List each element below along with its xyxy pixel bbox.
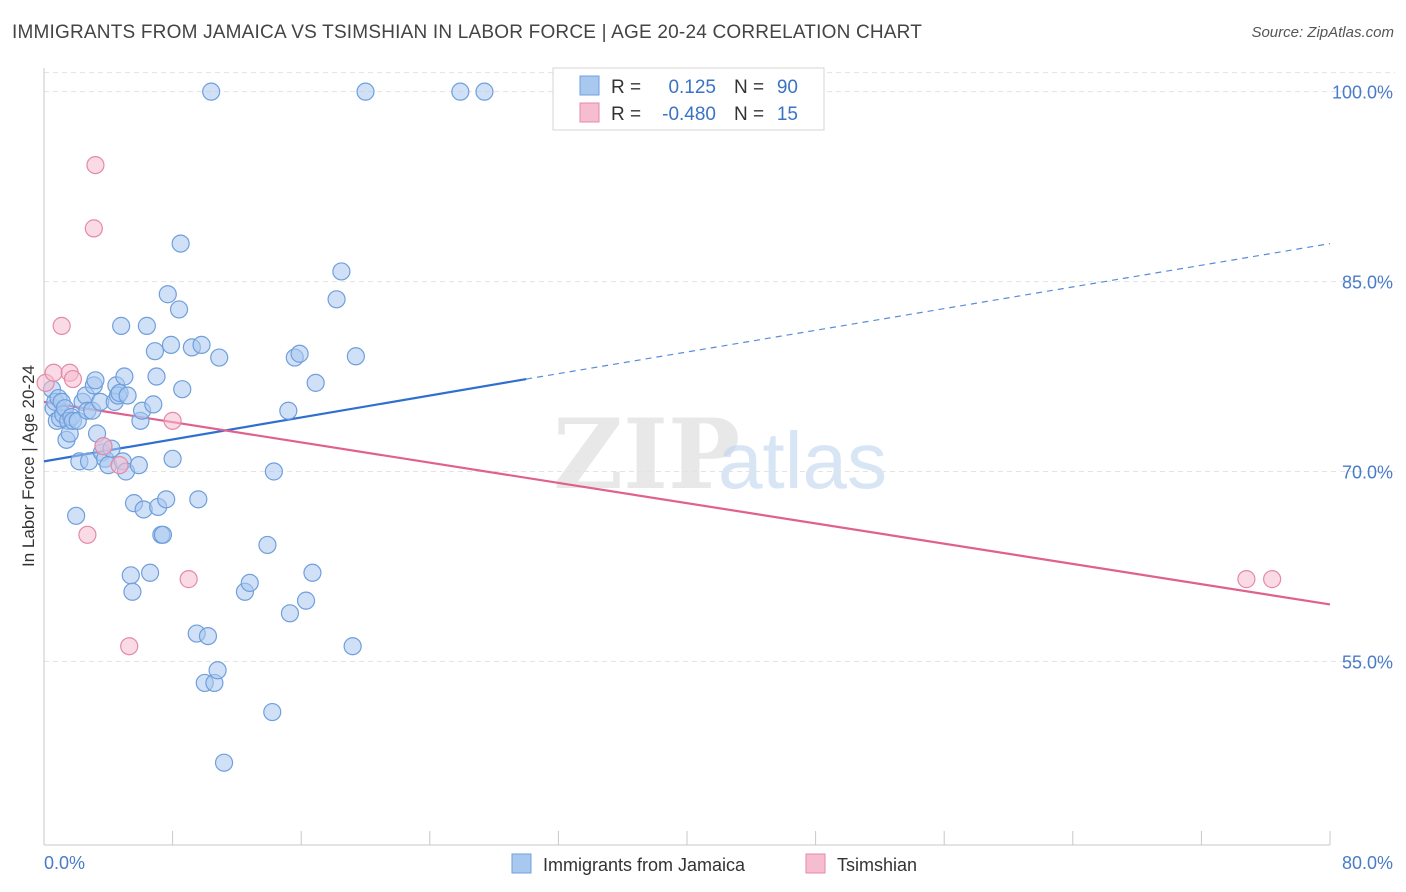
data-point-blue <box>343 637 362 656</box>
y-tick-label: 70.0% <box>1342 462 1393 482</box>
data-point-blue <box>112 316 131 335</box>
legend-r-value-pink: -0.480 <box>662 104 716 125</box>
data-point-pink <box>52 316 71 335</box>
data-point-pink <box>94 437 113 456</box>
data-point-blue <box>240 573 259 593</box>
legend-n-label-blue: N = <box>734 77 764 98</box>
x-tick-label: 0.0% <box>44 853 85 873</box>
data-point-blue <box>263 702 282 722</box>
data-point-blue <box>161 335 181 354</box>
data-point-blue <box>346 347 365 366</box>
y-axis-label: In Labor Force | Age 20-24 <box>19 365 38 567</box>
legend-r-label-blue: R = <box>611 77 641 98</box>
data-point-blue <box>140 563 160 582</box>
x-tick-labels: 0.0% 80.0% <box>44 853 1393 873</box>
data-point-blue <box>158 285 177 304</box>
data-point-blue <box>192 335 211 354</box>
data-point-blue <box>279 401 298 420</box>
data-point-blue <box>115 367 134 386</box>
series-legend-label-jamaica: Immigrants from Jamaica <box>543 855 746 875</box>
data-point-pink <box>120 637 139 656</box>
data-point-blue <box>144 395 163 414</box>
series-legend: Immigrants from Jamaica Tsimshian <box>511 853 917 875</box>
legend-n-value-blue: 90 <box>777 77 798 98</box>
data-point-pink <box>110 456 129 475</box>
legend-n-value-pink: 15 <box>777 104 798 125</box>
data-point-blue <box>332 262 351 281</box>
y-tick-label: 55.0% <box>1342 652 1393 672</box>
data-point-blue <box>171 234 190 253</box>
legend-n-label-pink: N = <box>734 104 764 125</box>
legend-r-value-blue: 0.125 <box>668 77 716 98</box>
watermark-zip: ZIP <box>553 398 740 511</box>
data-points <box>36 82 1282 772</box>
legend-swatch-blue <box>579 75 600 96</box>
data-point-pink <box>63 369 83 389</box>
correlation-legend: R = 0.125 N = 90 R = -0.480 N = 15 <box>552 67 825 131</box>
series-legend-swatch-jamaica <box>511 853 532 874</box>
data-point-blue <box>327 290 346 309</box>
chart-title: IMMIGRANTS FROM JAMAICA VS TSIMSHIAN IN … <box>12 22 923 43</box>
series-legend-swatch-tsimshian <box>805 853 826 874</box>
data-point-blue <box>86 371 105 390</box>
data-point-blue <box>306 373 325 392</box>
trend-lines <box>43 242 1331 606</box>
legend-swatch-pink <box>579 102 600 123</box>
data-point-blue <box>290 344 309 363</box>
y-tick-label: 100.0% <box>1332 83 1393 103</box>
data-point-pink <box>78 525 97 544</box>
data-point-blue <box>157 490 176 509</box>
chart-source: Source: ZipAtlas.com <box>1251 24 1394 41</box>
data-point-blue <box>173 380 192 399</box>
legend-r-label-pink: R = <box>611 104 641 125</box>
trend-line-pink <box>43 400 1331 606</box>
data-point-blue <box>67 506 86 525</box>
data-point-pink <box>84 219 103 238</box>
data-point-pink <box>179 570 198 589</box>
data-point-pink <box>1263 570 1282 589</box>
data-point-blue <box>264 462 283 481</box>
series-legend-label-tsimshian: Tsimshian <box>837 855 917 875</box>
data-point-blue <box>189 490 208 509</box>
y-tick-label: 85.0% <box>1342 273 1393 293</box>
trend-line-blue <box>43 377 527 463</box>
data-point-blue <box>451 82 470 101</box>
data-point-blue <box>163 449 182 468</box>
axes <box>43 68 1331 846</box>
data-point-blue <box>475 82 494 101</box>
data-point-blue <box>147 367 166 386</box>
data-point-blue <box>153 525 173 544</box>
data-point-blue <box>214 753 234 772</box>
data-point-blue <box>280 604 300 623</box>
data-point-blue <box>208 661 227 680</box>
data-point-pink <box>163 411 182 430</box>
data-point-blue <box>296 591 316 610</box>
data-point-pink <box>44 363 63 382</box>
y-tick-labels: 55.0% 70.0% 85.0% 100.0% <box>1332 83 1393 673</box>
watermark-atlas: atlas <box>718 416 887 505</box>
data-point-pink <box>86 155 105 175</box>
data-point-blue <box>129 456 148 475</box>
data-point-blue <box>210 348 229 367</box>
data-point-blue <box>169 300 189 319</box>
data-point-blue <box>118 386 137 405</box>
x-tick-label: 80.0% <box>1342 853 1393 873</box>
data-point-blue <box>137 316 156 335</box>
data-point-blue <box>202 82 221 101</box>
data-point-blue <box>121 566 140 585</box>
data-point-pink <box>1237 570 1256 589</box>
grid <box>44 72 1395 662</box>
data-point-blue <box>303 563 322 582</box>
data-point-blue <box>123 582 142 601</box>
watermark: ZIP atlas <box>553 398 887 511</box>
data-point-blue <box>145 342 165 361</box>
trend-extension-blue <box>526 242 1331 380</box>
data-point-blue <box>258 535 277 555</box>
data-point-blue <box>356 82 375 101</box>
data-point-blue <box>198 626 218 646</box>
